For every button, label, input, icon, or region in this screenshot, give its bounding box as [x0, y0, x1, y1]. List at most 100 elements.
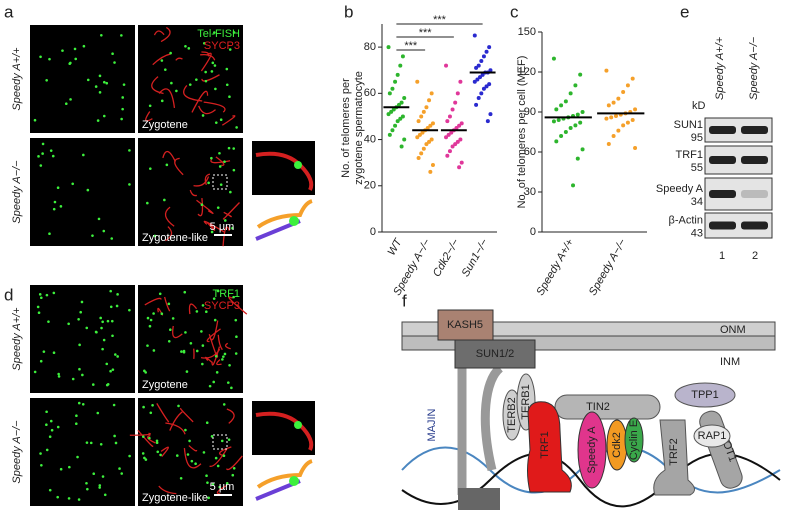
telomere-spot	[86, 78, 90, 82]
band	[741, 190, 768, 198]
telomere-spot	[103, 493, 107, 497]
telomere-spot	[159, 453, 162, 457]
telomere-spot	[160, 312, 164, 316]
telomere-spot	[214, 87, 217, 91]
diagram: KASH5 SUN1/2 ONM INM MAJIN TERB2 TERB1 T…	[401, 309, 781, 510]
kd-label: 34	[691, 196, 703, 208]
data-point	[454, 126, 459, 130]
telomere-spot	[210, 230, 214, 234]
sycp3-fiber	[160, 446, 169, 457]
data-point	[417, 132, 422, 137]
label: TPP1	[691, 389, 719, 401]
data-point	[551, 119, 556, 124]
band	[741, 156, 768, 164]
telomere-spot	[128, 149, 131, 152]
data-point	[457, 165, 462, 170]
stage-label: Zygotene	[142, 119, 188, 131]
telomere-spot	[141, 452, 145, 455]
sycp3-fiber	[175, 57, 183, 61]
sycp3-fiber	[169, 411, 183, 431]
sycp3-fiber	[228, 296, 248, 315]
telomere-spot	[218, 151, 221, 155]
data-point	[399, 144, 404, 149]
trf1	[527, 401, 572, 493]
telomere-spot	[185, 370, 189, 373]
telomere-spot	[195, 349, 199, 353]
telomere-spot	[91, 234, 94, 237]
telomere-spot	[213, 31, 216, 34]
telomere-spot	[102, 114, 106, 118]
sycp3-fiber	[203, 101, 226, 113]
data-point	[398, 63, 403, 68]
data-point	[575, 112, 580, 117]
telomere-spot	[146, 344, 149, 347]
telomere-spot	[112, 403, 116, 407]
telomere-spot	[52, 291, 56, 295]
sycp3-fiber	[191, 90, 209, 113]
telomere-spot	[41, 152, 44, 155]
telomere-spot	[99, 442, 103, 446]
panel-label: e	[680, 2, 689, 21]
schematic-telomere	[289, 216, 299, 226]
telomere-spot	[110, 319, 114, 323]
charts: 0 20 40 60 80 No. of telomeres per zygotene sp…	[340, 14, 647, 298]
telomere-spot	[231, 226, 234, 230]
column-label: Speedy A−/−	[748, 36, 760, 100]
data-point	[444, 135, 449, 140]
telomere-spot	[102, 229, 106, 233]
sycp3-fiber	[165, 226, 173, 242]
sun-arm	[480, 364, 504, 472]
telomere-spot	[48, 435, 52, 439]
data-point	[616, 96, 621, 101]
sycp3-fiber	[201, 51, 210, 57]
telomere-spot	[200, 330, 203, 333]
y-tick-label: 0	[370, 226, 376, 238]
data-point	[416, 156, 421, 161]
data-point	[419, 151, 424, 156]
telomere-spot	[114, 441, 118, 445]
telomere-spot	[118, 467, 121, 470]
telomere-spot	[101, 475, 105, 478]
data-point	[625, 120, 630, 125]
sycp3-fiber	[156, 403, 170, 423]
telomere-spot	[225, 67, 229, 71]
data-point	[625, 83, 630, 88]
micrograph	[30, 25, 135, 133]
telomere-spot	[120, 34, 123, 37]
telomere-spot	[144, 458, 148, 461]
telomere-spot	[231, 473, 235, 477]
telomere-spot	[214, 121, 218, 124]
panel-label: a	[4, 2, 14, 21]
telomere-spot	[235, 126, 238, 129]
telomere-spot	[210, 435, 214, 438]
telomere-spot	[64, 102, 68, 106]
telomere-spot	[222, 454, 226, 457]
telomere-spot	[170, 81, 173, 85]
sycp3-fiber	[189, 189, 198, 197]
lane-label: 1	[719, 250, 725, 262]
data-point	[484, 49, 489, 54]
data-point	[455, 91, 460, 96]
telomere-spot	[86, 188, 90, 192]
telomere-spot	[177, 404, 180, 408]
telomere-spot	[40, 296, 43, 300]
telomere-spot	[232, 147, 236, 150]
data-point	[487, 45, 492, 50]
y-tick-label: 60	[524, 146, 536, 158]
kd-label: 95	[691, 132, 703, 144]
data-point	[386, 112, 391, 117]
sycp3-fiber	[145, 111, 153, 122]
data-point	[391, 107, 396, 112]
telomere-spot	[102, 80, 106, 84]
panel-label: b	[344, 2, 353, 21]
telomere-spot	[156, 450, 160, 454]
telomere-spot	[160, 59, 164, 62]
telomere-spot	[77, 498, 81, 501]
telomere-spot	[143, 369, 146, 373]
sycp3-fiber	[137, 429, 154, 447]
data-point	[554, 139, 559, 144]
telomere-spot	[109, 305, 113, 309]
telomere-spot	[143, 456, 146, 460]
